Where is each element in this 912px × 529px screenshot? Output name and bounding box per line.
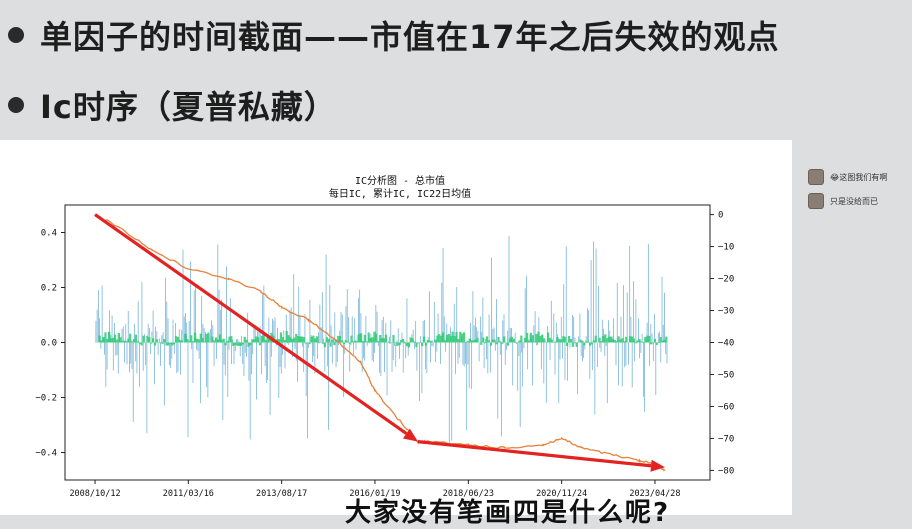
x-tick-label: 2018/06/23 <box>443 489 494 499</box>
right-tick-label: −70 <box>718 434 734 444</box>
left-tick-label: 0.2 <box>41 284 57 294</box>
x-tick-label: 2020/11/24 <box>536 489 587 499</box>
right-tick-label: −60 <box>718 402 734 412</box>
comment[interactable]: 只是没给而已 <box>808 192 908 210</box>
left-tick-label: 0.4 <box>41 229 57 239</box>
right-tick-label: 0 <box>718 211 723 221</box>
x-axis: 2008/10/12 2011/03/16 2013/08/17 2016/01/19… <box>69 480 681 499</box>
cumulative-ic-line <box>94 214 666 472</box>
avatar <box>808 193 824 209</box>
x-tick-label: 2016/01/19 <box>349 489 400 499</box>
right-tick-label: −30 <box>718 307 734 317</box>
chart-title: IC分析图 - 总市值 <box>355 174 445 187</box>
comment-panel: 😂这图我们有啊 只是没给而已 <box>808 168 908 216</box>
left-tick-label: −0.4 <box>35 449 57 459</box>
ic22-mean-fill <box>94 331 668 348</box>
bullet-text-2: Ic时序（夏普私藏） <box>40 88 337 126</box>
right-tick-label: −50 <box>718 370 734 380</box>
x-tick-label: 2011/03/16 <box>163 489 214 499</box>
ic-chart: IC分析图 - 总市值 每日IC, 累计IC, IC22日均值 2008/10/… <box>0 140 792 515</box>
x-tick-label: 2013/08/17 <box>256 489 307 499</box>
comment[interactable]: 😂这图我们有啊 <box>808 168 908 186</box>
x-tick-label: 2008/10/12 <box>69 489 120 499</box>
bullet-2: Ic时序（夏普私藏） <box>8 82 337 128</box>
bullet-1: 单因子的时间截面——市值在17年之后失效的观点 <box>8 12 780 58</box>
subtitle-caption: 大家没有笔画四是什么呢? <box>345 498 671 528</box>
left-tick-label: 0.0 <box>41 339 57 349</box>
comment-text: 😂这图我们有啊 <box>830 172 888 182</box>
avatar <box>808 169 824 185</box>
right-tick-label: −80 <box>718 466 734 476</box>
bullet-text-1: 单因子的时间截面——市值在17年之后失效的观点 <box>40 18 780 56</box>
bullet-dot-icon <box>8 27 24 43</box>
chart-subtitle: 每日IC, 累计IC, IC22日均值 <box>329 187 471 200</box>
right-tick-label: −40 <box>718 339 734 349</box>
left-y-axis: 0.4 0.2 0.0 −0.2 −0.4 <box>35 229 65 459</box>
cumulative-ic-path <box>94 214 666 472</box>
right-tick-label: −10 <box>718 243 734 253</box>
trend-arrows <box>94 213 665 472</box>
x-tick-label: 2023/04/28 <box>629 489 680 499</box>
right-y-axis: 0 −10 −20 −30 −40 −50 −60 −70 −80 <box>710 211 734 476</box>
trend-arrow-head <box>650 459 665 472</box>
right-tick-label: −20 <box>718 275 734 285</box>
trend-arrow-shaft <box>417 440 652 468</box>
trend-arrow-head <box>402 428 418 442</box>
left-tick-label: −0.2 <box>35 394 57 404</box>
bullet-dot-icon <box>8 97 24 113</box>
trend-arrow-shaft <box>94 213 408 435</box>
comment-text: 只是没给而已 <box>830 196 878 206</box>
chart-panel <box>0 140 792 515</box>
